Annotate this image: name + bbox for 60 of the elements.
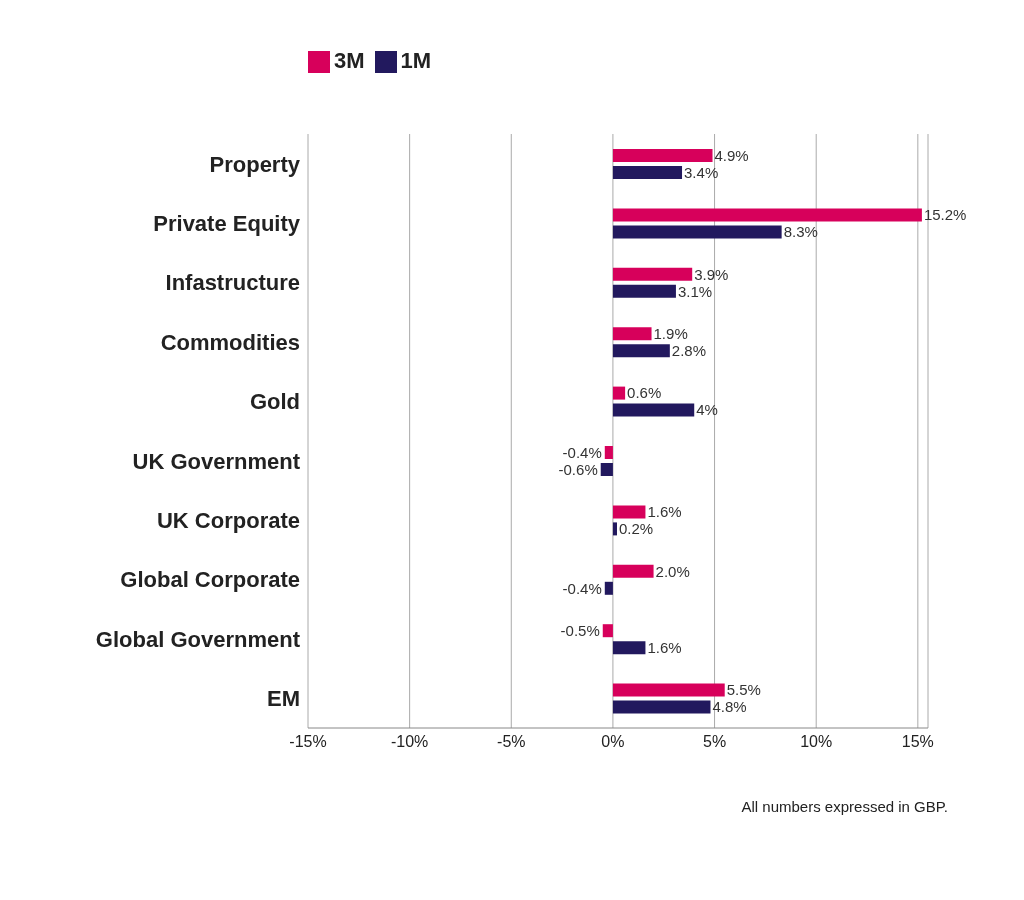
y-tick-label: UK Corporate: [156, 507, 300, 533]
x-tick-label: 10%: [800, 733, 833, 751]
bar: [612, 149, 713, 162]
data-label: -0.4%: [562, 579, 602, 597]
bar: [612, 403, 695, 417]
text: All numbers expressed in GBP.: [740, 798, 949, 815]
data-label: 15.2%: [923, 206, 967, 224]
bar: [612, 267, 693, 281]
data-label: 8.3%: [783, 223, 818, 241]
bar: [604, 581, 613, 595]
data-label: -0.4%: [562, 443, 602, 461]
y-tick-label: Private Equity: [153, 210, 301, 236]
x-tick-label: -5%: [497, 733, 526, 751]
data-label: 2.0%: [655, 562, 690, 580]
legend-label: 1M: [400, 48, 432, 73]
data-label: -0.6%: [558, 460, 598, 478]
bar: [600, 463, 613, 476]
data-label: 1.6%: [647, 503, 682, 521]
bar: [612, 208, 922, 222]
bar: [612, 166, 683, 179]
x-tick-label: 15%: [901, 733, 934, 751]
bar: [604, 446, 613, 459]
data-label: 0.2%: [618, 520, 654, 538]
bar: [612, 284, 676, 298]
data-label: 3.1%: [677, 282, 713, 300]
bar: [602, 624, 613, 638]
data-label: 1.9%: [653, 324, 688, 342]
data-label: 4%: [696, 401, 718, 419]
bar: [612, 564, 654, 578]
data-label: 4.9%: [714, 146, 749, 164]
data-label: 5.5%: [726, 681, 761, 699]
data-label: 1.6%: [647, 638, 682, 656]
bar: [612, 700, 711, 714]
bar: [612, 641, 646, 655]
bar: [612, 505, 646, 519]
legend-label: 3M: [334, 48, 365, 73]
y-tick-label: Commodities: [160, 329, 300, 355]
bar: [612, 522, 617, 536]
y-tick-label: Infastructure: [165, 270, 300, 296]
bar: [612, 683, 725, 697]
data-label: 0.6%: [627, 384, 662, 402]
y-tick-label: Global Corporate: [120, 567, 300, 593]
y-tick-label: Gold: [249, 389, 300, 415]
data-label: 4.8%: [712, 698, 747, 716]
data-label: 3.9%: [694, 265, 729, 283]
y-tick-label: Property: [209, 151, 301, 177]
data-label: 2.8%: [671, 341, 707, 359]
data-label: -0.5%: [560, 621, 600, 639]
y-tick-label: EM: [267, 686, 300, 712]
bar: [612, 386, 626, 400]
y-tick-label: UK Government: [132, 448, 301, 474]
x-tick-label: 5%: [702, 733, 727, 751]
data-label: 3.4%: [684, 163, 719, 181]
y-tick-label: Global Government: [95, 626, 301, 652]
x-tick-label: -10%: [390, 733, 429, 751]
x-tick-label: -15%: [289, 733, 327, 751]
bar: [612, 225, 782, 239]
bar: [612, 327, 652, 341]
bar: [612, 344, 670, 358]
x-tick-label: 0%: [601, 733, 625, 751]
